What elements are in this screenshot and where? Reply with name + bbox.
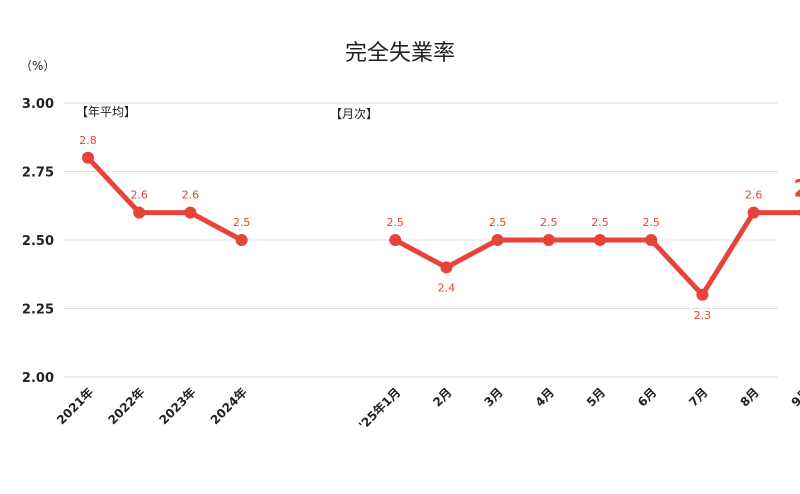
data-point xyxy=(645,234,658,246)
data-label: 2.5 xyxy=(489,216,507,229)
data-label: 2.5 xyxy=(642,216,660,229)
y-tick-label: 3.00 xyxy=(22,97,54,112)
section-label-monthly: 【月次】 xyxy=(330,107,378,121)
data-label: 2.6 xyxy=(130,189,148,202)
x-tick-label: 5月 xyxy=(584,385,608,409)
x-tick-label: 4月 xyxy=(533,385,557,409)
x-tick-label: 3月 xyxy=(481,385,505,409)
x-tick-label: '25年1月 xyxy=(355,385,403,433)
section-label-annual: 【年平均】 xyxy=(76,105,136,119)
latest-value-label: 2.6 xyxy=(794,175,800,203)
data-point xyxy=(184,206,197,219)
data-label: 2.5 xyxy=(540,216,558,229)
x-tick-label: 2021年 xyxy=(53,385,96,428)
data-label: 2.3 xyxy=(694,309,712,322)
y-tick-label: 2.25 xyxy=(22,303,54,318)
x-tick-label: 2024年 xyxy=(207,385,250,428)
x-axis-ticks: 2021年 2022年 2023年 2024年 '25年1月 2月 3月 4月 5月 6月 7月 8月… xyxy=(53,385,800,433)
data-label: 2.5 xyxy=(233,216,251,229)
data-point xyxy=(440,261,453,274)
x-tick-label: 9月 xyxy=(789,385,800,409)
data-label: 2.5 xyxy=(386,216,404,229)
data-label: 2.5 xyxy=(591,216,609,229)
data-point xyxy=(594,234,606,246)
data-point xyxy=(747,206,760,219)
data-point xyxy=(696,288,709,301)
data-point xyxy=(82,151,94,164)
data-label: 2.4 xyxy=(438,281,456,294)
data-label: 2.6 xyxy=(745,189,763,202)
data-point xyxy=(491,234,504,246)
x-tick-label: 6月 xyxy=(635,385,659,409)
series-line-annual xyxy=(85,155,245,243)
y-unit-label: （%） xyxy=(20,59,55,73)
y-axis-ticks: 2.00 2.25 2.50 2.75 3.00 xyxy=(22,97,54,386)
data-label: 2.6 xyxy=(182,189,200,202)
data-point xyxy=(235,234,248,246)
x-tick-label: 8月 xyxy=(737,385,761,409)
x-tick-label: 2月 xyxy=(430,385,454,409)
data-point xyxy=(133,206,146,219)
chart-title: 完全失業率 xyxy=(345,41,455,66)
x-tick-label: 7月 xyxy=(686,385,710,409)
data-point xyxy=(389,234,402,246)
x-tick-label: 2023年 xyxy=(156,385,199,428)
data-point xyxy=(542,234,555,246)
y-tick-label: 2.75 xyxy=(22,166,54,181)
y-tick-label: 2.50 xyxy=(22,234,54,249)
gridlines xyxy=(64,102,778,378)
data-series: 2.8 2.6 2.6 2.5 2.5 2.4 2.5 2.5 2.5 2.5 2.3 2.6 2.6 xyxy=(79,134,800,322)
x-tick-label: 2022年 xyxy=(105,385,148,428)
data-label: 2.8 xyxy=(79,134,97,147)
y-tick-label: 2.00 xyxy=(22,371,54,386)
